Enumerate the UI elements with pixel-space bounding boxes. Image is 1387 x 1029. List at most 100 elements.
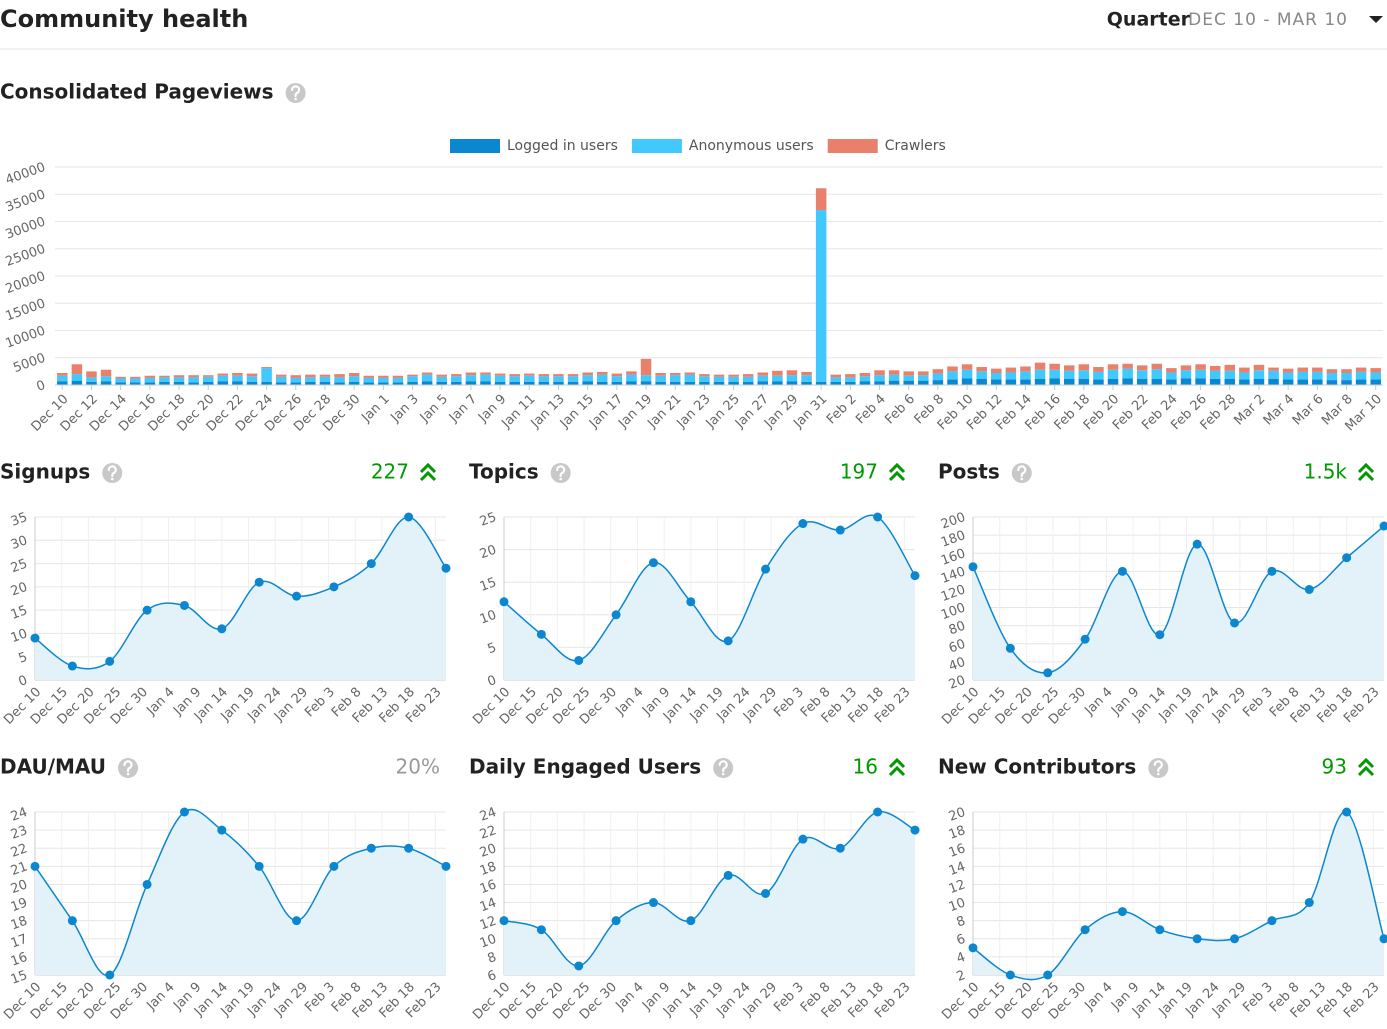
bar-segment <box>494 375 506 382</box>
bar-segment <box>261 381 272 385</box>
legend-swatch[interactable] <box>827 139 878 153</box>
bar-segment <box>57 381 68 385</box>
bar-segment <box>144 375 156 378</box>
bar-segment <box>71 364 83 375</box>
bar-segment <box>538 374 550 377</box>
point <box>1080 925 1090 935</box>
bar-segment <box>888 374 900 381</box>
bar-segment <box>991 379 1002 385</box>
x-tick-label: Mar 6 <box>1290 392 1327 429</box>
bar-segment <box>655 375 666 382</box>
bar-segment <box>217 381 229 385</box>
bar-segment <box>100 376 112 382</box>
bar-segment <box>275 374 287 377</box>
bar-segment <box>1341 380 1352 385</box>
x-tick-label: Jan 4 <box>1081 980 1115 1014</box>
x-tick-label: Mar 4 <box>1261 392 1298 429</box>
bar-segment <box>713 376 725 382</box>
y-tick-label: 6 <box>955 932 968 949</box>
bar-segment <box>115 376 126 379</box>
bar-segment <box>786 381 798 385</box>
help-glyph-dot <box>110 477 114 481</box>
bar-segment <box>1253 364 1265 371</box>
bar-segment <box>1151 363 1163 370</box>
bar-segment <box>261 368 272 382</box>
bar-segment <box>684 374 696 382</box>
bar-segment <box>757 375 769 382</box>
period-label[interactable]: Quarter <box>1107 9 1191 31</box>
bar-segment <box>334 377 345 383</box>
bar-segment <box>888 370 900 375</box>
legend-swatch[interactable] <box>450 139 500 153</box>
point <box>67 916 77 926</box>
bar-segment <box>1107 364 1119 370</box>
trend-arrow <box>1357 462 1375 474</box>
y-tick-label: 0 <box>17 673 30 690</box>
point <box>179 807 189 817</box>
legend-label[interactable]: Logged in users <box>507 138 618 154</box>
bar-segment <box>640 358 652 376</box>
point <box>873 512 883 522</box>
point <box>1304 898 1314 908</box>
bar-segment <box>305 374 316 378</box>
point <box>67 661 77 671</box>
bar-segment <box>144 382 156 385</box>
bar-segment <box>582 372 593 376</box>
bar-segment <box>86 377 97 382</box>
bar-segment <box>1180 370 1192 379</box>
bar-segment <box>801 375 812 382</box>
help-glyph-dot <box>1157 772 1160 776</box>
bar-segment <box>1020 379 1031 385</box>
point <box>761 889 771 898</box>
y-tick-label: 10 <box>478 932 499 952</box>
bar-segment <box>173 381 185 385</box>
dropdown-caret[interactable] <box>1369 16 1383 23</box>
bar-segment <box>1282 368 1294 373</box>
bar-segment <box>465 372 477 376</box>
x-tick-label: Jan 7 <box>446 392 480 426</box>
help-glyph <box>290 85 301 98</box>
bar-segment <box>1034 369 1046 380</box>
y-tick-label: 5000 <box>11 351 47 376</box>
point <box>441 563 451 573</box>
legend-swatch[interactable] <box>631 139 682 153</box>
help-glyph <box>1017 465 1027 478</box>
bar-segment <box>363 375 375 378</box>
bar-segment <box>859 376 871 382</box>
bar-segment <box>480 381 491 385</box>
x-tick-label: Jan 5 <box>417 392 451 426</box>
bar-segment <box>772 370 783 376</box>
bar-segment <box>1355 371 1367 380</box>
point <box>536 629 546 639</box>
point <box>723 870 733 880</box>
bar-segment <box>859 381 871 385</box>
y-tick-label: 12 <box>478 914 499 934</box>
bar-segment <box>480 372 491 375</box>
y-tick-label: 23 <box>9 823 30 843</box>
bar-segment <box>1107 369 1119 380</box>
bar-segment <box>553 381 564 385</box>
bar-segment <box>1034 379 1046 385</box>
bar-segment <box>815 210 827 382</box>
y-tick-label: 30000 <box>4 214 48 242</box>
bar-segment <box>932 380 944 385</box>
y-tick-label: 60 <box>947 637 968 657</box>
legend-label[interactable]: Anonymous users <box>689 138 814 154</box>
legend-label[interactable]: Crawlers <box>885 138 946 154</box>
bar-segment <box>305 381 316 385</box>
y-tick-label: 80 <box>947 619 968 639</box>
point <box>366 559 376 569</box>
bar-segment <box>509 376 520 382</box>
bar-segment <box>465 375 477 382</box>
point <box>536 925 546 935</box>
bar-segment <box>451 376 462 382</box>
bar-segment <box>991 373 1002 380</box>
bar-segment <box>1078 379 1090 385</box>
bar-segment <box>1063 370 1075 380</box>
y-tick-label: 10 <box>947 896 968 916</box>
period-range[interactable]: DEC 10 - MAR 10 <box>1188 10 1348 30</box>
x-tick-label: Feb 6 <box>882 392 918 428</box>
point <box>441 861 451 871</box>
bar-segment <box>582 375 593 382</box>
bar-segment <box>71 380 83 385</box>
